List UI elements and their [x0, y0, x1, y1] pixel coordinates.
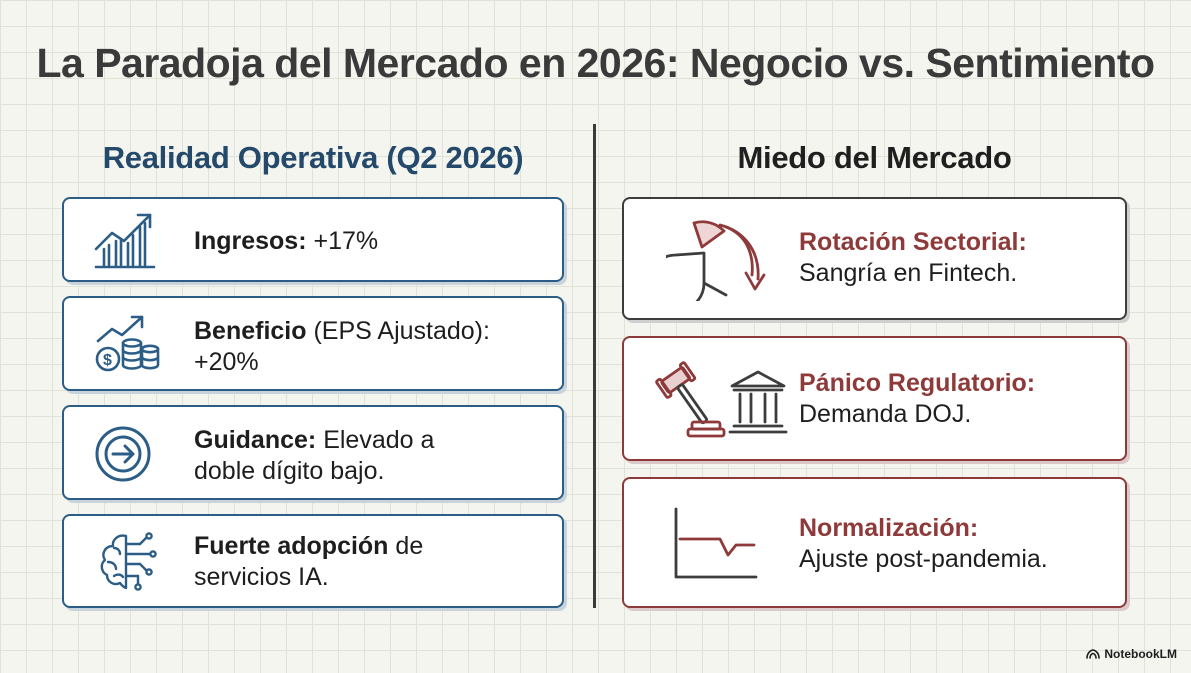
card-guidance-label: Guidance:	[194, 426, 317, 454]
ai-brain-icon	[100, 532, 157, 591]
card-beneficio-label: Beneficio	[194, 317, 307, 345]
card-adopcion-text: Fuerte adopción de servicios IA.	[194, 531, 494, 593]
left-column-heading: Realidad Operativa (Q2 2026)	[102, 140, 524, 175]
card-beneficio-text: Beneficio (EPS Ajustado): +20%	[194, 316, 534, 378]
card-rotacion-text: Rotación Sectorial: Sangría en Fintech.	[799, 227, 1109, 289]
card-panico-heading: Pánico Regulatorio:	[799, 369, 1036, 397]
arrow-circle-icon	[95, 426, 151, 482]
growth-chart-icon	[94, 213, 156, 269]
card-adopcion-ia: Fuerte adopción de servicios IA.	[62, 514, 564, 608]
card-guidance-text: Guidance: Elevado a doble dígito bajo.	[194, 425, 494, 487]
notebooklm-logo-icon	[1086, 649, 1101, 659]
card-normalizacion-value: Ajuste post-pandemia.	[799, 545, 1048, 573]
card-ingresos-label: Ingresos:	[194, 227, 307, 255]
card-rotacion-heading: Rotación Sectorial:	[799, 228, 1027, 256]
column-divider	[593, 124, 596, 608]
pie-rotation-icon	[666, 220, 766, 301]
card-guidance: Guidance: Elevado a doble dígito bajo.	[62, 405, 564, 500]
card-panico-value: Demanda DOJ.	[799, 400, 972, 428]
card-adopcion-label: Fuerte adopción	[194, 532, 389, 560]
card-guidance-value: Elevado a doble dígito bajo.	[194, 426, 435, 485]
card-normalizacion: Normalización: Ajuste post-pandemia.	[622, 477, 1127, 608]
brand-label: NotebookLM	[1104, 647, 1177, 661]
gavel-bank-icon	[655, 361, 788, 438]
card-rotacion-sectorial: Rotación Sectorial: Sangría en Fintech.	[622, 197, 1127, 320]
card-ingresos-value: +17%	[306, 227, 379, 255]
card-panico-regulatorio: Pánico Regulatorio: Demanda DOJ.	[622, 336, 1127, 461]
right-column-heading: Miedo del Mercado	[737, 140, 1012, 175]
card-panico-text: Pánico Regulatorio: Demanda DOJ.	[799, 368, 1119, 430]
card-ingresos-text: Ingresos: +17%	[194, 226, 378, 257]
brand-watermark: NotebookLM	[1086, 647, 1177, 661]
line-drop-icon	[674, 507, 758, 579]
card-normalizacion-text: Normalización: Ajuste post-pandemia.	[799, 513, 1119, 575]
card-normalizacion-heading: Normalización:	[799, 514, 979, 542]
card-beneficio: $ Beneficio (EPS Ajustado): +20%	[62, 296, 564, 391]
card-beneficio-value: (EPS Ajustado): +20%	[194, 317, 490, 376]
page-title: La Paradoja del Mercado en 2026: Negocio…	[36, 40, 1155, 86]
card-ingresos: Ingresos: +17%	[62, 197, 564, 282]
svg-text:$: $	[103, 352, 112, 369]
coins-growth-icon: $	[95, 315, 160, 372]
card-rotacion-value: Sangría en Fintech.	[799, 259, 1018, 287]
card-adopcion-value: de servicios IA.	[194, 532, 424, 591]
